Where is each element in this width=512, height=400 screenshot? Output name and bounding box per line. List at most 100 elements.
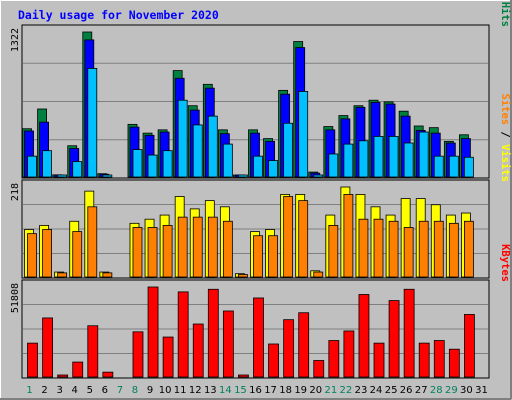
x-tick-label-4: 4 [72, 385, 78, 396]
legend-separator: / [499, 125, 511, 144]
bar-sites-day-13 [207, 216, 218, 278]
x-tick-label-1: 1 [26, 385, 32, 396]
x-tick-label-14: 14 [219, 385, 232, 396]
legend-entry-kbytes: KBytes [499, 244, 511, 282]
bar-pages-day-20 [313, 174, 324, 178]
bar-pages-day-2 [42, 150, 52, 178]
x-tick-label-2: 2 [41, 385, 47, 396]
bar-kbytes-day-16 [253, 297, 264, 378]
bar-sites-day-19 [298, 200, 309, 278]
x-tick-label-19: 19 [294, 385, 307, 396]
bar-kbytes-day-25 [388, 300, 400, 378]
x-tick-label-12: 12 [189, 385, 202, 396]
x-tick-label-5: 5 [87, 385, 93, 396]
x-tick-label-30: 30 [460, 385, 473, 396]
bar-pages-day-23 [358, 140, 369, 178]
bar-sites-day-9 [147, 227, 158, 278]
bar-kbytes-day-30 [464, 314, 475, 378]
x-tick-label-16: 16 [249, 385, 262, 396]
bar-sites-day-20 [313, 271, 324, 278]
bar-kbytes-day-26 [403, 288, 415, 378]
x-tick-label-21: 21 [324, 385, 337, 396]
series-sites [27, 194, 474, 278]
bar-kbytes-day-21 [328, 340, 340, 378]
x-tick-label-18: 18 [279, 385, 292, 396]
x-tick-label-9: 9 [147, 385, 153, 396]
bar-pages-day-16 [253, 155, 263, 178]
bar-pages-day-18 [283, 122, 294, 178]
x-tick-label-28: 28 [430, 385, 443, 396]
bar-pages-day-10 [162, 150, 173, 178]
x-tick-label-13: 13 [204, 385, 217, 396]
bar-sites-day-18 [283, 196, 294, 278]
x-tick-label-31: 31 [475, 385, 488, 396]
bar-sites-day-29 [448, 222, 459, 278]
bar-kbytes-day-9 [147, 286, 159, 378]
x-tick-label-20: 20 [309, 385, 322, 396]
bar-pages-day-5 [87, 68, 98, 178]
bar-kbytes-day-2 [42, 317, 53, 378]
bar-kbytes-day-27 [418, 342, 430, 378]
bar-sites-day-8 [132, 227, 143, 278]
bar-pages-day-17 [268, 160, 278, 178]
bar-pages-day-22 [343, 143, 354, 178]
y-max-label: 1322 [10, 28, 21, 52]
legend-entry-visits: Visits [499, 144, 511, 182]
x-tick-label-15: 15 [234, 385, 247, 396]
bar-kbytes-day-10 [162, 336, 174, 378]
bar-sites-day-1 [27, 233, 37, 278]
bar-kbytes-day-19 [298, 312, 310, 378]
bar-sites-day-12 [192, 216, 203, 278]
bar-pages-day-29 [448, 155, 459, 178]
panel-hits_files_pages: 1322 Pages / Files / Hits [10, 0, 511, 179]
bar-sites-day-6 [102, 272, 113, 278]
chart-title: Daily usage for November 2020 [18, 8, 219, 22]
bar-pages-day-24 [373, 136, 384, 178]
bar-sites-day-5 [87, 206, 98, 278]
bar-sites-day-26 [403, 227, 414, 278]
bar-pages-day-3 [57, 174, 68, 178]
bar-kbytes-day-22 [343, 330, 355, 378]
bar-kbytes-day-4 [72, 361, 84, 378]
bar-kbytes-day-8 [132, 331, 144, 378]
bar-sites-day-3 [57, 272, 68, 278]
bar-kbytes-day-6 [102, 371, 114, 378]
bar-kbytes-day-14 [222, 310, 234, 378]
panel-legend: KBytes [499, 244, 511, 282]
bar-sites-day-17 [268, 235, 278, 278]
bar-pages-day-4 [72, 161, 83, 178]
bar-sites-day-2 [42, 229, 52, 278]
bar-sites-day-28 [433, 220, 444, 278]
panel-kbytes: 51808 KBytes [10, 244, 511, 379]
bar-sites-day-11 [177, 216, 188, 278]
bar-kbytes-day-5 [87, 325, 99, 378]
bar-kbytes-day-24 [373, 342, 385, 378]
bar-pages-day-21 [328, 153, 339, 178]
bar-kbytes-day-17 [268, 343, 279, 378]
bar-sites-day-24 [373, 218, 384, 278]
bar-sites-day-4 [72, 231, 83, 278]
bar-pages-day-13 [207, 115, 218, 178]
bar-sites-day-15 [238, 274, 248, 278]
panel-visits_sites: 218 Sites / Visits [10, 93, 511, 279]
bar-kbytes-day-18 [283, 319, 295, 378]
bar-kbytes-day-15 [238, 374, 249, 378]
bar-pages-day-9 [147, 154, 158, 178]
bar-pages-day-26 [403, 142, 414, 178]
x-tick-label-17: 17 [264, 385, 277, 396]
chart-panels: 1322 Pages / Files / Hits 218 Sites / Visit… [10, 0, 511, 379]
x-tick-label-10: 10 [159, 385, 172, 396]
bar-pages-day-6 [102, 174, 113, 178]
bar-sites-day-27 [418, 220, 429, 278]
bar-kbytes-day-13 [207, 288, 219, 378]
y-max-label: 218 [10, 183, 21, 201]
bar-kbytes-day-11 [177, 291, 189, 378]
x-tick-label-11: 11 [174, 385, 187, 396]
bar-pages-day-11 [177, 99, 188, 178]
bar-sites-day-16 [253, 235, 263, 278]
legend-entry-sites: Sites [499, 93, 511, 125]
bar-kbytes-day-23 [358, 294, 370, 378]
x-tick-label-7: 7 [117, 385, 123, 396]
